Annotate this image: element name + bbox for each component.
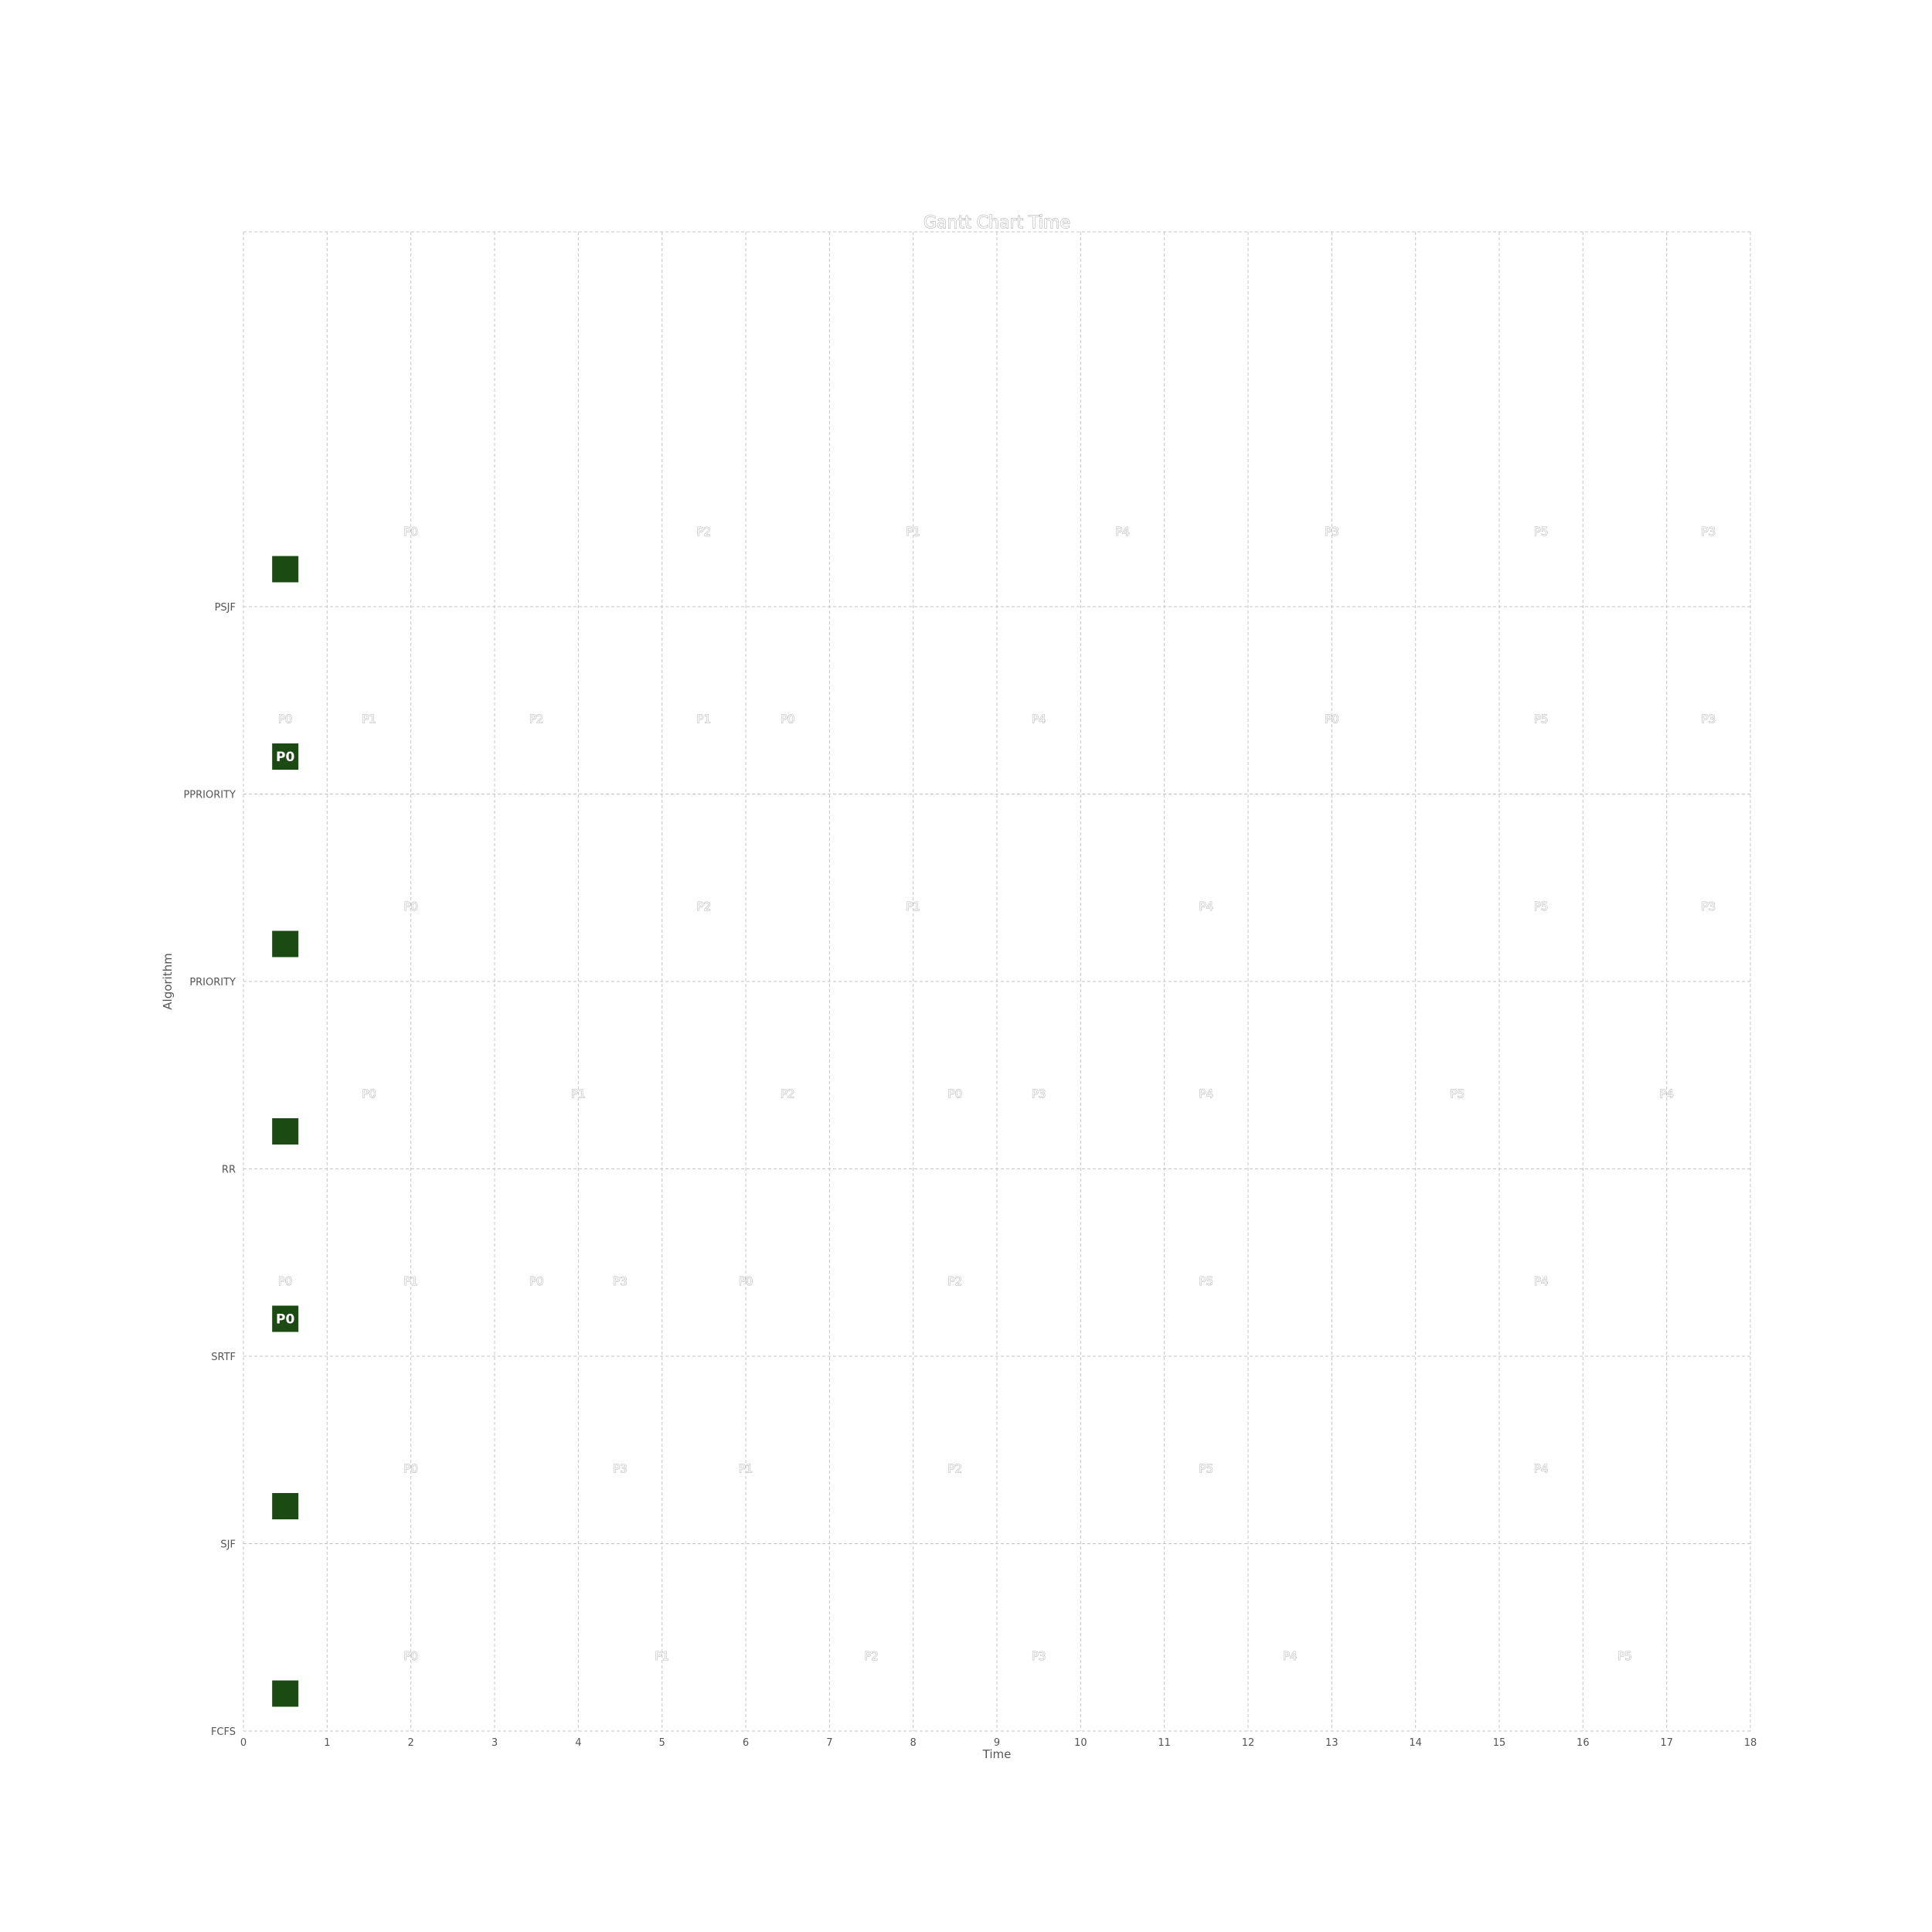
process-marker	[272, 743, 299, 770]
x-tick-label: 4	[575, 1737, 581, 1749]
segment-label: P5	[1617, 1649, 1632, 1663]
segment-label: P5	[1534, 525, 1549, 539]
segment-label: P4	[1534, 1462, 1549, 1476]
y-tick-label: SRTF	[211, 1352, 236, 1363]
x-tick-label: 1	[324, 1737, 330, 1749]
x-tick-label: 12	[1242, 1737, 1255, 1749]
y-tick-label: PRIORITY	[189, 977, 236, 988]
segment-label: P4	[1199, 1087, 1214, 1101]
grid-layer	[243, 231, 1751, 1732]
segment-label: P3	[613, 1462, 628, 1476]
x-tick-label: 15	[1493, 1737, 1506, 1749]
x-tick-label: 7	[826, 1737, 832, 1749]
y-tick-label: SJF	[220, 1539, 236, 1551]
segment-label: P5	[1534, 900, 1549, 913]
process-marker	[272, 1680, 299, 1707]
segment-label: P4	[1199, 900, 1214, 913]
segment-label: P1	[655, 1649, 669, 1663]
segment-label: P0	[529, 1274, 544, 1288]
x-tick-label: 14	[1409, 1737, 1422, 1749]
segment-label: P0	[781, 713, 795, 726]
segment-label: P0	[403, 1649, 418, 1663]
segment-label: P4	[1534, 1274, 1549, 1288]
x-tick-label: 18	[1744, 1737, 1757, 1749]
x-tick-label: 16	[1577, 1737, 1590, 1749]
segment-label: P2	[697, 525, 712, 539]
y-tick-label: PSJF	[215, 602, 236, 614]
segment-label: P2	[948, 1462, 963, 1476]
x-tick-label: 8	[910, 1737, 917, 1749]
segment-label: P3	[613, 1274, 628, 1288]
x-tick-label: 0	[240, 1737, 247, 1749]
segment-label: P4	[1032, 713, 1046, 726]
x-tick-label: 13	[1325, 1737, 1338, 1749]
segment-label: P2	[529, 713, 544, 726]
segment-label: P3	[1702, 713, 1716, 726]
segment-label: P3	[1702, 525, 1716, 539]
segment-label: P0	[1325, 713, 1339, 726]
segment-label: P4	[1659, 1087, 1674, 1101]
process-marker	[272, 1118, 299, 1145]
x-axis-label: Time	[982, 1747, 1012, 1761]
x-tick-label: 17	[1660, 1737, 1673, 1749]
segment-label: P0	[278, 713, 293, 726]
process-marker	[272, 930, 299, 957]
process-marker-label: P0	[276, 1312, 294, 1328]
segment-label: P5	[1451, 1087, 1465, 1101]
segment-label: P2	[864, 1649, 879, 1663]
segment-label: P0	[739, 1274, 753, 1288]
segment-label: P4	[1283, 1649, 1298, 1663]
segment-label: P1	[362, 713, 376, 726]
segment-label: P0	[403, 1462, 418, 1476]
segment-label: P0	[403, 900, 418, 913]
segment-label: P2	[948, 1274, 963, 1288]
y-tick-label: PPRIORITY	[183, 790, 236, 801]
x-tick-label: 11	[1158, 1737, 1171, 1749]
y-axis-label: Algorithm	[161, 953, 175, 1009]
x-tick-label: 10	[1074, 1737, 1087, 1749]
y-tick-label: RR	[222, 1165, 236, 1176]
y-tick-label: FCFS	[211, 1726, 236, 1738]
segment-label: P1	[403, 1274, 418, 1288]
segment-label: P2	[697, 900, 712, 913]
segment-label: P5	[1199, 1274, 1214, 1288]
marker-layer: P0 P0	[272, 556, 299, 1707]
segment-label: P3	[1325, 525, 1339, 539]
segment-label: P0	[403, 525, 418, 539]
segment-label: P5	[1199, 1462, 1214, 1476]
process-marker-label: P0	[276, 750, 294, 765]
chart-title: Gantt Chart Time	[923, 213, 1070, 233]
segment-label: P3	[1702, 900, 1716, 913]
segment-label: P1	[906, 525, 920, 539]
x-tick-label: 5	[659, 1737, 665, 1749]
x-tick-label: 9	[994, 1737, 1000, 1749]
segment-label: P1	[906, 900, 920, 913]
segment-label: P1	[697, 713, 712, 726]
segment-label-layer: P0 P1 P2 P3 P4 P5 P0 P3 P1 P2 P5 P4 P0 P1 P0 P3 P0 P2 P5 P4…	[277, 525, 1716, 1664]
process-marker	[272, 556, 299, 583]
process-marker	[272, 1305, 299, 1332]
segment-label: P5	[1534, 713, 1549, 726]
segment-label: P3	[1032, 1087, 1046, 1101]
x-tick-label: 3	[492, 1737, 498, 1749]
segment-label: P1	[739, 1462, 753, 1476]
segment-label: P4	[1115, 525, 1130, 539]
segment-label: P3	[1032, 1649, 1046, 1663]
x-tick-label: 2	[408, 1737, 414, 1749]
segment-label: P2	[781, 1087, 795, 1101]
segment-label: P0	[948, 1087, 963, 1101]
segment-label: P0	[278, 1274, 293, 1288]
x-tick-label: 6	[743, 1737, 749, 1749]
segment-label: P0	[362, 1087, 376, 1101]
process-marker	[272, 1493, 299, 1519]
segment-label: P1	[571, 1087, 586, 1101]
tick-layer: 0 1 2 3 4 5 6 7 8 9 10 11 12 13 14 15 16 17 18FCFSSJFSRTFR…	[183, 602, 1757, 1749]
